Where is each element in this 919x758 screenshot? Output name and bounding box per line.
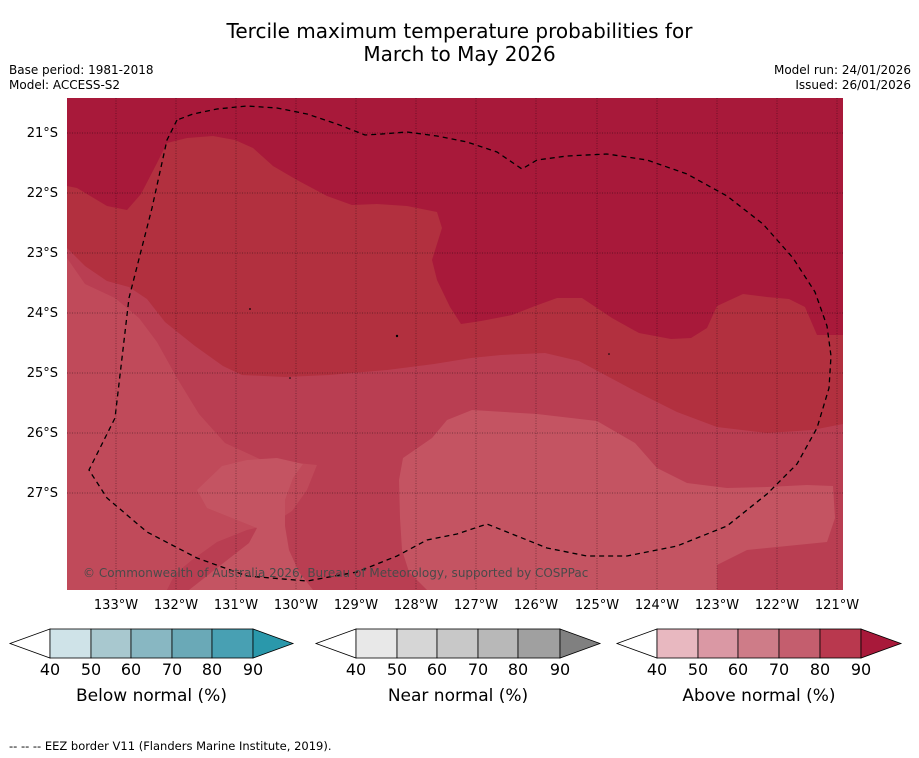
meta-right: Model run: 24/01/2026 Issued: 26/01/2026: [774, 63, 911, 93]
colorbar-below-segment: [49, 628, 92, 659]
x-tick-label: 132°W: [153, 598, 199, 613]
y-tick-label: 27°S: [26, 486, 58, 501]
title-line-1: Tercile maximum temperature probabilitie…: [226, 19, 693, 43]
colorbar-below-segment: [130, 628, 173, 659]
colorbar-near-normal: [314, 628, 602, 659]
x-tick-label: 127°W: [453, 598, 499, 613]
x-tick-label: 131°W: [213, 598, 259, 613]
y-tick-label: 21°S: [26, 126, 58, 141]
colorbar-tick: 70: [161, 660, 183, 679]
colorbar-tick: 80: [201, 660, 223, 679]
base-period: Base period: 1981-2018: [9, 63, 154, 77]
model-run: Model run: 24/01/2026: [773, 63, 911, 77]
x-tick-label: 121°W: [814, 598, 860, 613]
colorbar-tick: 50: [687, 660, 709, 679]
colorbar-above-segment: [778, 628, 821, 659]
colorbar-below-extend-low: [8, 628, 51, 659]
colorbar-below-normal: [8, 628, 295, 659]
eez-border: [88, 105, 832, 582]
colorbar-tick: 40: [39, 660, 61, 679]
colorbar-title-above: Above normal (%): [682, 686, 836, 706]
colorbars: [8, 628, 903, 659]
colorbar-near-segment: [396, 628, 438, 659]
colorbar-below-segment: [171, 628, 213, 659]
colorbar-tick: 50: [386, 660, 408, 679]
x-tick-label: 126°W: [513, 598, 559, 613]
x-tick-label: 128°W: [393, 598, 439, 613]
x-tick-label: 125°W: [574, 598, 620, 613]
colorbar-title-near: Near normal (%): [387, 686, 529, 706]
y-tick-label: 25°S: [26, 366, 58, 381]
x-tick-label: 130°W: [273, 598, 319, 613]
y-tick-label: 22°S: [26, 186, 58, 201]
colorbar-below-segment: [90, 628, 132, 659]
colorbar-title-below: Below normal (%): [76, 686, 227, 706]
colorbar-near-extend-high: [559, 628, 602, 659]
chart-title: Tercile maximum temperature probabilitie…: [0, 20, 919, 66]
colorbar-above-extend-high: [860, 628, 903, 659]
y-tick-label: 23°S: [26, 246, 58, 261]
colorbar-above-segment: [656, 628, 699, 659]
colorbar-tick: 70: [467, 660, 489, 679]
colorbar-tick: 40: [646, 660, 668, 679]
colorbar-above-normal: [615, 628, 903, 659]
colorbar-near-segment: [355, 628, 398, 659]
grid-lines: [67, 98, 843, 590]
title-line-2: March to May 2026: [363, 42, 556, 66]
colorbar-tick: 80: [507, 660, 529, 679]
probability-map: © Commonwealth of Australia 2026, Bureau…: [67, 98, 843, 590]
colorbar-near-segment: [436, 628, 479, 659]
x-tick-label: 123°W: [694, 598, 740, 613]
meta-left: Base period: 1981-2018 Model: ACCESS-S2: [9, 63, 154, 93]
x-tick-label: 124°W: [634, 598, 680, 613]
colorbar-above-segment: [819, 628, 862, 659]
colorbar-tick: 90: [549, 660, 571, 679]
issued-date: Issued: 26/01/2026: [795, 78, 911, 92]
colorbar-tick: 60: [426, 660, 448, 679]
colorbar-tick: 60: [727, 660, 749, 679]
colorbar-tick: 80: [809, 660, 831, 679]
colorbar-tick: 70: [768, 660, 790, 679]
colorbar-tick: 60: [120, 660, 142, 679]
model-name: Model: ACCESS-S2: [9, 78, 121, 92]
colorbar-above-extend-low: [615, 628, 658, 659]
colorbar-tick: 40: [345, 660, 367, 679]
y-tick-label: 26°S: [26, 426, 58, 441]
colorbar-near-segment: [517, 628, 561, 659]
x-tick-label: 122°W: [754, 598, 800, 613]
colorbar-above-segment: [697, 628, 739, 659]
colorbar-above-segment: [737, 628, 780, 659]
x-tick-label: 129°W: [333, 598, 379, 613]
colorbar-tick: 90: [242, 660, 264, 679]
colorbar-tick: 90: [850, 660, 872, 679]
contour-level-70-80: [399, 410, 835, 590]
footnote: -- -- -- EEZ border V11 (Flanders Marine…: [9, 739, 332, 753]
islands: [249, 308, 610, 379]
contour-level-70-80: [189, 458, 313, 590]
copyright-text: © Commonwealth of Australia 2026, Bureau…: [83, 566, 588, 580]
colorbar-near-extend-low: [314, 628, 357, 659]
colorbar-below-extend-high: [252, 628, 295, 659]
colorbar-below-segment: [211, 628, 254, 659]
colorbar-tick: 50: [80, 660, 102, 679]
colorbar-near-segment: [477, 628, 519, 659]
y-tick-label: 24°S: [26, 306, 58, 321]
x-tick-label: 133°W: [93, 598, 139, 613]
